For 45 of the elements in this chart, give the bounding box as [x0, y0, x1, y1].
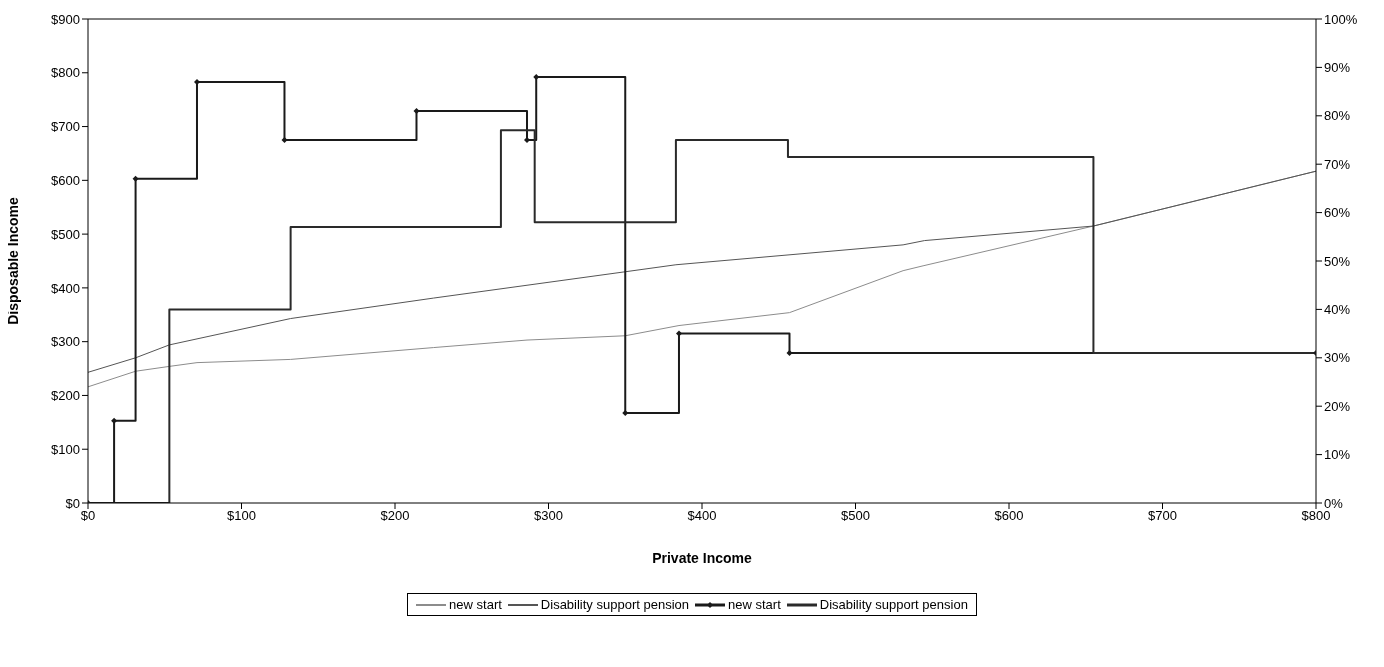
x-tick-label: $600 [994, 508, 1024, 524]
y2-tick-label: 90% [1324, 60, 1351, 76]
x-tick-label: $400 [687, 508, 717, 524]
point [132, 175, 139, 182]
y-tick-label: $200 [51, 388, 80, 404]
y2-tick-label: 60% [1324, 205, 1351, 221]
y-tick-label: $300 [51, 334, 80, 350]
y-tick-label: $500 [51, 226, 80, 242]
y-axis-title: Disposable Income [4, 196, 21, 325]
y2-tick-label: 50% [1324, 253, 1351, 269]
y-tick-label: $100 [51, 441, 80, 457]
point [786, 349, 793, 356]
x-tick-label: $300 [534, 508, 563, 524]
y2-tick-label: 70% [1324, 156, 1351, 172]
y2-tick-label: 40% [1324, 302, 1351, 318]
y2-tick-label: 30% [1324, 350, 1351, 366]
y2-tick-label: 80% [1324, 108, 1351, 124]
x-tick-label: $500 [841, 508, 870, 524]
x-tick-label: $100 [227, 508, 256, 524]
legend-label: Disability support pension [540, 597, 689, 612]
point [675, 330, 682, 337]
y-tick-label: $800 [51, 65, 80, 81]
x-tick-label: $800 [1301, 508, 1331, 524]
y2-tick-label: 10% [1324, 447, 1351, 463]
y2-tick-label: 100% [1324, 11, 1358, 27]
point [533, 74, 540, 81]
legend-label: new start [728, 597, 781, 612]
x-tick-label: $0 [80, 508, 96, 524]
point [193, 78, 200, 85]
x-axis-title: Private Income [652, 550, 753, 566]
legend-label: new start [449, 597, 502, 612]
y2-tick-label: 20% [1324, 398, 1351, 414]
y-tick-label: $900 [51, 11, 80, 27]
point [622, 409, 629, 416]
y-tick-label: $0 [65, 495, 80, 511]
y-tick-label: $700 [51, 119, 80, 135]
point [111, 417, 118, 424]
x-tick-label: $200 [380, 508, 410, 524]
point [413, 107, 420, 114]
y-tick-label: $600 [51, 172, 80, 188]
legend-label: Disability support pension [819, 597, 968, 612]
y-tick-label: $400 [51, 280, 80, 296]
point [281, 137, 288, 143]
y2-tick-label: 0% [1324, 495, 1344, 511]
x-tick-label: $700 [1148, 508, 1177, 524]
